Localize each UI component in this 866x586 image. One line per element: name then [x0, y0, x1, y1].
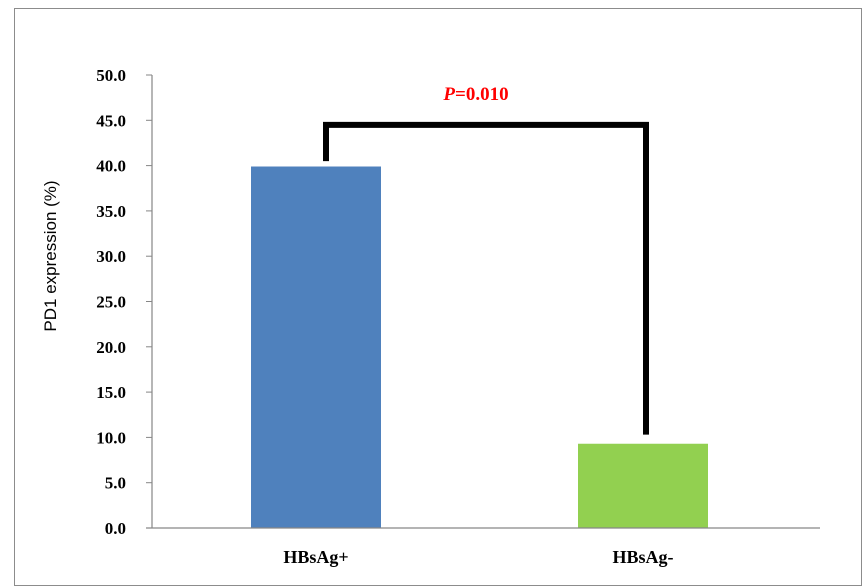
y-tick-label: 10.0 [96, 428, 126, 447]
bar-hbsagneg [578, 443, 708, 528]
bracket-line [323, 121, 649, 435]
y-tick-label: 0.0 [105, 519, 126, 538]
p-value-italic: P [442, 84, 455, 105]
x-tick-label: HBsAg+ [283, 547, 348, 567]
bar-hbsagpos [251, 166, 381, 529]
y-axis-ticks: 0.0 5.0 10.0 15.0 20.0 25.0 30.0 35.0 40.0 45.0 50… [96, 66, 152, 538]
y-axis-title: PD1 expression (%) [41, 180, 60, 331]
y-tick-label: 20.0 [96, 338, 126, 357]
chart-frame [14, 8, 862, 586]
y-tick-label: 50.0 [96, 66, 126, 85]
y-tick-label: 35.0 [96, 202, 126, 221]
significance-bracket [323, 121, 649, 435]
y-tick-label: 30.0 [96, 247, 126, 266]
y-tick-label: 40.0 [96, 157, 126, 176]
p-value-number: =0.010 [455, 84, 509, 105]
x-axis-labels: HBsAg+ HBsAg- [283, 547, 673, 567]
axes [146, 75, 820, 529]
x-tick-label: HBsAg- [612, 547, 673, 567]
y-tick-label: 15.0 [96, 383, 126, 402]
bars [251, 166, 708, 529]
p-value-label: P=0.010 [442, 84, 508, 105]
y-tick-label: 5.0 [105, 474, 126, 493]
y-tick-label: 45.0 [96, 111, 126, 130]
y-tick-label: 25.0 [96, 293, 126, 312]
